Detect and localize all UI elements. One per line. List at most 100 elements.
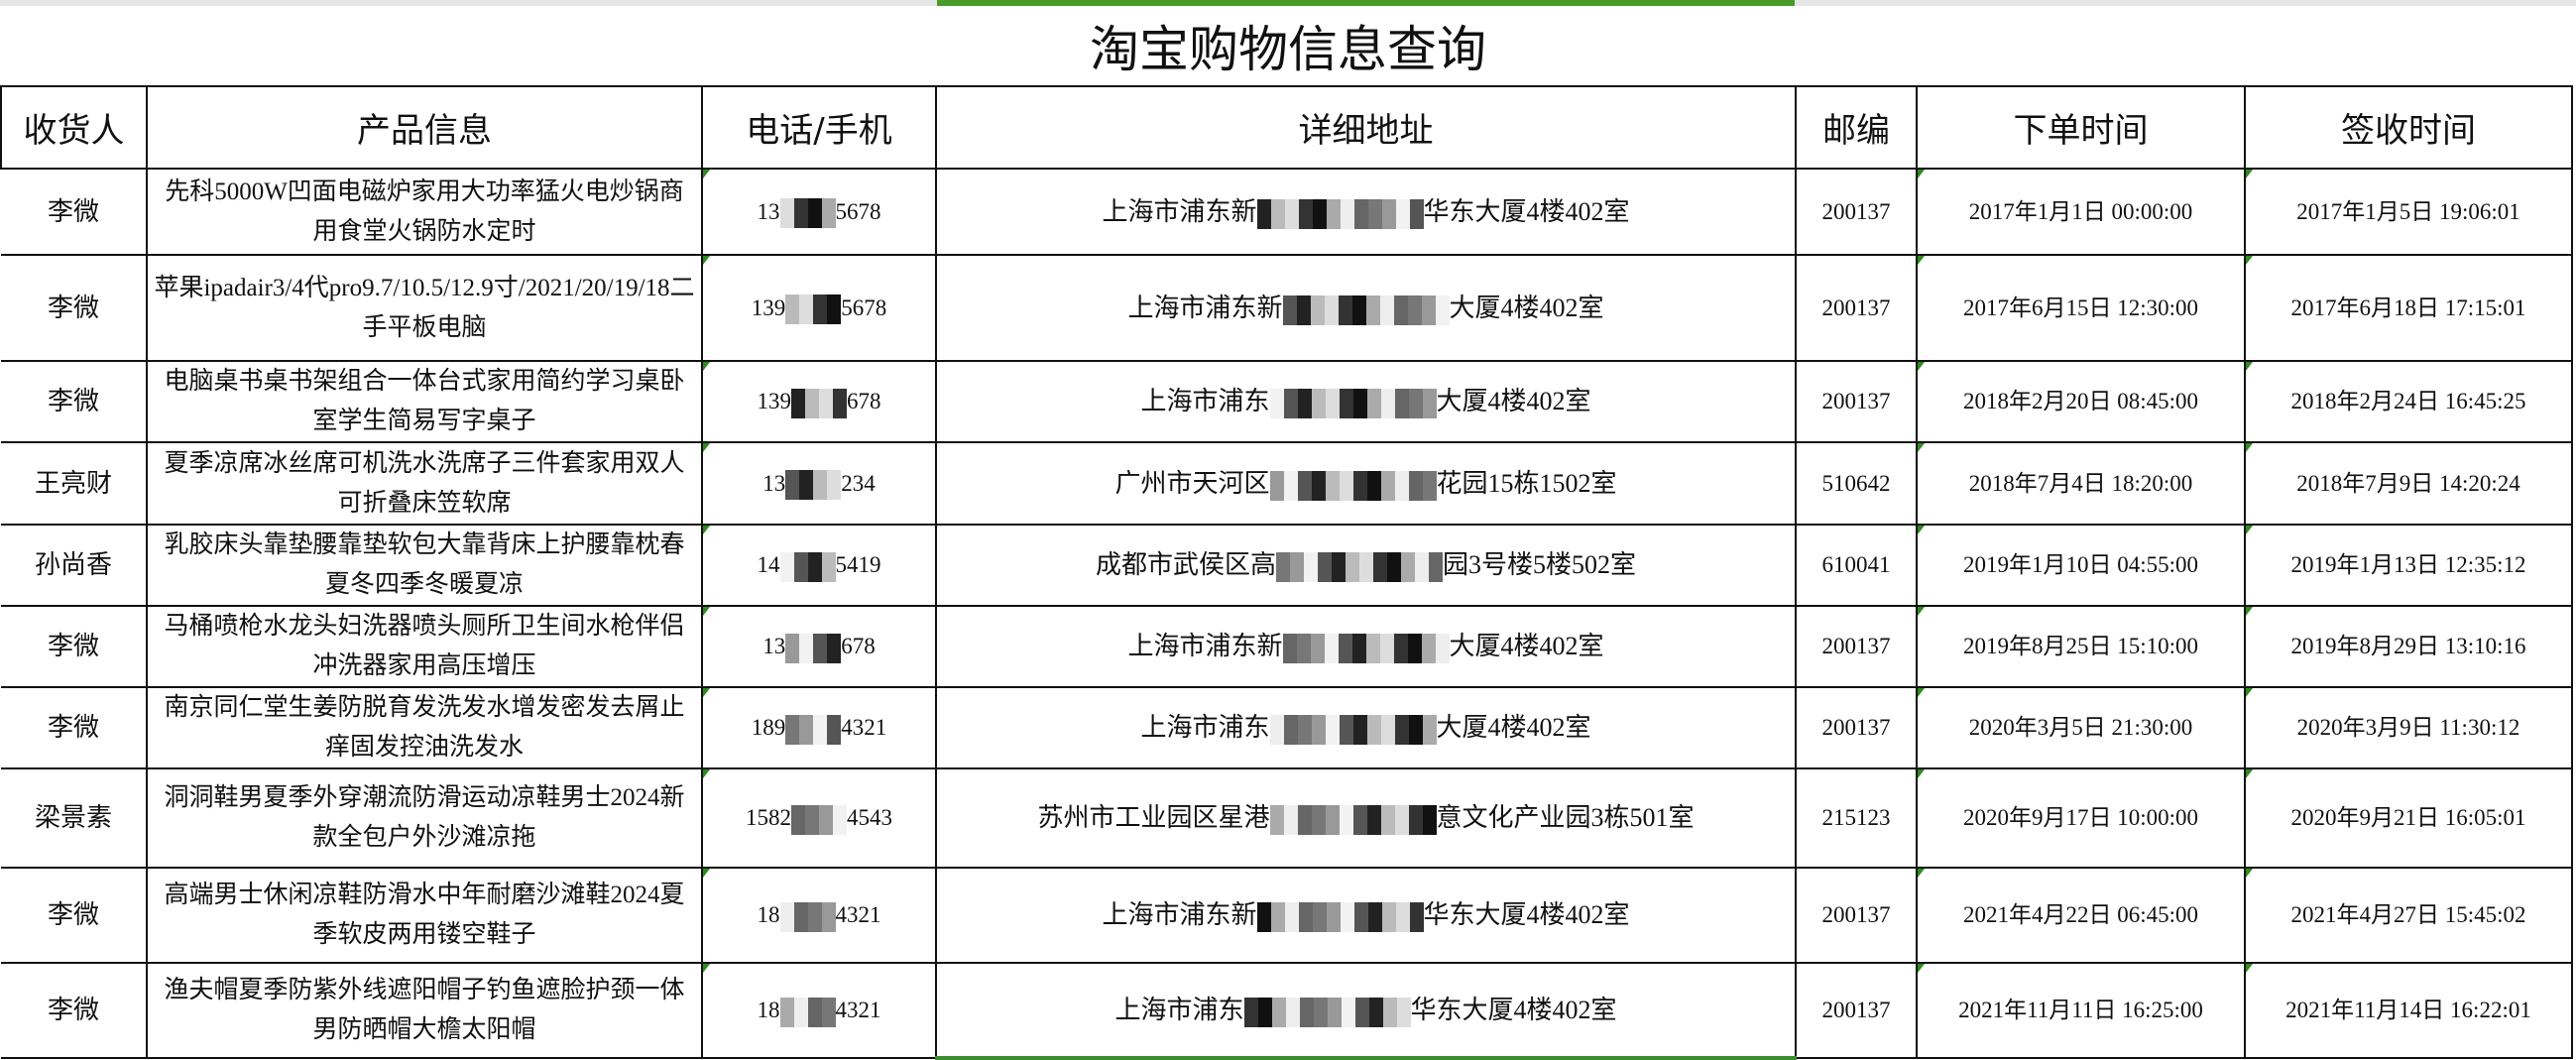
sign-time-cell[interactable]: 2021年4月27日 15:45:02 bbox=[2244, 867, 2573, 964]
product-cell[interactable]: 乳胶床头靠垫腰靠垫软包大靠背床上护腰靠枕春夏冬四季冬暖夏凉 bbox=[146, 524, 703, 607]
redaction-mosaic bbox=[785, 633, 842, 663]
product-cell[interactable]: 马桶喷枪水龙头妇洗器喷头厕所卫生间水枪伴侣冲洗器家用高压增压 bbox=[146, 605, 703, 688]
redaction-mosaic bbox=[779, 997, 836, 1027]
product-cell[interactable]: 洞洞鞋男夏季外穿潮流防滑运动凉鞋男士2024新款全包户外沙滩凉拖 bbox=[146, 767, 703, 869]
order-time-cell[interactable]: 2017年6月15日 12:30:00 bbox=[1916, 254, 2246, 362]
address-suffix: 大厦4楼402室 bbox=[1449, 293, 1604, 322]
phone-prefix: 1582 bbox=[746, 805, 791, 830]
address-prefix: 上海市浦东新 bbox=[1127, 293, 1283, 322]
phone-prefix: 139 bbox=[757, 389, 792, 413]
order-time-cell[interactable]: 2018年7月4日 18:20:00 bbox=[1916, 441, 2246, 526]
product-cell[interactable]: 高端男士休闲凉鞋防滑水中年耐磨沙滩鞋2024夏季软皮两用镂空鞋子 bbox=[146, 867, 703, 964]
sign-time-cell[interactable]: 2017年6月18日 17:15:01 bbox=[2244, 254, 2573, 362]
address-cell[interactable]: 上海市浦东 大厦4楼402室 bbox=[935, 360, 1797, 443]
address-prefix: 上海市浦东 bbox=[1140, 713, 1270, 742]
order-time-cell[interactable]: 2021年11月11日 16:25:00 bbox=[1916, 962, 2246, 1059]
product-cell[interactable]: 夏季凉席冰丝席可机洗水洗席子三件套家用双人可折叠床笠软席 bbox=[146, 441, 703, 526]
header-row: 收货人 产品信息 电话/手机 详细地址 邮编 下单时间 签收时间 bbox=[0, 85, 2573, 170]
sign-time-cell[interactable]: 2019年8月29日 13:10:16 bbox=[2244, 605, 2573, 688]
consignee-cell[interactable]: 李微 bbox=[1, 360, 148, 443]
phone-cell[interactable]: 139 5678 bbox=[701, 254, 937, 362]
address-prefix: 成都市武侯区高 bbox=[1095, 550, 1276, 579]
consignee-cell[interactable]: 李微 bbox=[1, 686, 148, 769]
phone-cell[interactable]: 13 234 bbox=[701, 441, 937, 526]
header-order-time[interactable]: 下单时间 bbox=[1916, 85, 2246, 170]
consignee-cell[interactable]: 梁景素 bbox=[1, 767, 148, 869]
address-prefix: 广州市天河区 bbox=[1114, 468, 1270, 498]
redaction-mosaic bbox=[1276, 552, 1443, 583]
zip-cell[interactable]: 200137 bbox=[1795, 168, 1918, 256]
header-zip[interactable]: 邮编 bbox=[1795, 85, 1918, 170]
sign-time-cell[interactable]: 2017年1月5日 19:06:01 bbox=[2244, 168, 2573, 256]
sign-time-cell[interactable]: 2018年7月9日 14:20:24 bbox=[2244, 441, 2573, 526]
header-sign-time[interactable]: 签收时间 bbox=[2244, 85, 2573, 170]
phone-cell[interactable]: 13 678 bbox=[701, 605, 937, 688]
product-cell[interactable]: 渔夫帽夏季防紫外线遮阳帽子钓鱼遮脸护颈一体男防晒帽大檐太阳帽 bbox=[146, 962, 703, 1059]
phone-cell[interactable]: 139 678 bbox=[701, 360, 937, 443]
redaction-mosaic bbox=[1243, 997, 1411, 1027]
order-time-cell[interactable]: 2019年8月25日 15:10:00 bbox=[1916, 605, 2246, 688]
header-phone[interactable]: 电话/手机 bbox=[701, 85, 937, 170]
phone-cell[interactable]: 189 4321 bbox=[701, 686, 937, 769]
address-suffix: 园3号楼5楼502室 bbox=[1443, 550, 1637, 579]
zip-cell[interactable]: 200137 bbox=[1795, 867, 1918, 964]
header-consignee[interactable]: 收货人 bbox=[0, 85, 148, 170]
address-cell[interactable]: 上海市浦东新 华东大厦4楼402室 bbox=[935, 168, 1797, 256]
address-cell[interactable]: 广州市天河区 花园15栋1502室 bbox=[935, 441, 1797, 526]
order-time-cell[interactable]: 2020年3月5日 21:30:00 bbox=[1916, 686, 2246, 769]
address-cell[interactable]: 上海市浦东新 大厦4楼402室 bbox=[935, 254, 1797, 362]
consignee-cell[interactable]: 王亮财 bbox=[1, 441, 148, 526]
phone-suffix: 678 bbox=[847, 389, 881, 413]
sign-time-cell[interactable]: 2020年3月9日 11:30:12 bbox=[2244, 686, 2573, 769]
consignee-cell[interactable]: 孙尚香 bbox=[1, 524, 148, 607]
sign-time-cell[interactable]: 2018年2月24日 16:45:25 bbox=[2244, 360, 2573, 443]
sign-time-cell[interactable]: 2020年9月21日 16:05:01 bbox=[2244, 767, 2573, 869]
header-address[interactable]: 详细地址 bbox=[935, 85, 1797, 170]
redaction-mosaic bbox=[1282, 634, 1450, 664]
order-time-cell[interactable]: 2018年2月20日 08:45:00 bbox=[1916, 360, 2246, 443]
address-cell[interactable]: 上海市浦东 华东大厦4楼402室 bbox=[935, 962, 1797, 1060]
phone-suffix: 5678 bbox=[841, 294, 887, 320]
phone-cell[interactable]: 18 4321 bbox=[701, 867, 937, 964]
sign-time-cell[interactable]: 2021年11月14日 16:22:01 bbox=[2244, 962, 2573, 1059]
phone-cell[interactable]: 18 4321 bbox=[701, 962, 937, 1059]
selected-column-indicator bbox=[937, 0, 1795, 6]
address-cell[interactable]: 成都市武侯区高 园3号楼5楼502室 bbox=[935, 524, 1797, 607]
header-product[interactable]: 产品信息 bbox=[146, 85, 703, 170]
zip-cell[interactable]: 200137 bbox=[1795, 686, 1918, 769]
consignee-cell[interactable]: 李微 bbox=[1, 254, 148, 362]
consignee-cell[interactable]: 李微 bbox=[1, 605, 148, 688]
redaction-mosaic bbox=[1282, 294, 1450, 325]
zip-cell[interactable]: 200137 bbox=[1795, 605, 1918, 688]
address-cell[interactable]: 苏州市工业园区星港 意文化产业园3栋501室 bbox=[935, 767, 1797, 869]
address-cell[interactable]: 上海市浦东新 华东大厦4楼402室 bbox=[935, 867, 1797, 964]
address-cell[interactable]: 上海市浦东 大厦4楼402室 bbox=[935, 686, 1797, 769]
order-time-cell[interactable]: 2017年1月1日 00:00:00 bbox=[1916, 168, 2246, 256]
sign-time-cell[interactable]: 2019年1月13日 12:35:12 bbox=[2244, 524, 2573, 607]
consignee-cell[interactable]: 李微 bbox=[1, 962, 148, 1059]
zip-cell[interactable]: 215123 bbox=[1795, 767, 1918, 869]
address-cell[interactable]: 上海市浦东新 大厦4楼402室 bbox=[935, 605, 1797, 688]
product-cell[interactable]: 南京同仁堂生姜防脱育发洗发水增发密发去屑止痒固发控油洗发水 bbox=[146, 686, 703, 769]
consignee-cell[interactable]: 李微 bbox=[1, 168, 148, 256]
zip-cell[interactable]: 200137 bbox=[1795, 254, 1918, 362]
product-cell[interactable]: 苹果ipadair3/4代pro9.7/10.5/12.9寸/2021/20/1… bbox=[146, 254, 703, 362]
phone-cell[interactable]: 1582 4543 bbox=[701, 767, 937, 869]
address-suffix: 意文化产业园3栋501室 bbox=[1436, 803, 1695, 832]
zip-cell[interactable]: 200137 bbox=[1795, 962, 1918, 1059]
order-time-cell[interactable]: 2019年1月10日 04:55:00 bbox=[1916, 524, 2246, 607]
order-time-cell[interactable]: 2020年9月17日 10:00:00 bbox=[1916, 767, 2246, 869]
orders-table: 收货人 产品信息 电话/手机 详细地址 邮编 下单时间 签收时间 李微 先科5000W凹面电磁… bbox=[0, 85, 2573, 1060]
address-prefix: 上海市浦东新 bbox=[1127, 632, 1283, 660]
consignee-cell[interactable]: 李微 bbox=[1, 867, 148, 964]
phone-cell[interactable]: 14 5419 bbox=[701, 524, 937, 607]
phone-prefix: 189 bbox=[751, 715, 786, 740]
zip-cell[interactable]: 510642 bbox=[1795, 441, 1918, 526]
zip-cell[interactable]: 200137 bbox=[1795, 360, 1918, 443]
zip-cell[interactable]: 610041 bbox=[1795, 524, 1918, 607]
order-time-cell[interactable]: 2021年4月22日 06:45:00 bbox=[1916, 867, 2246, 964]
table-row: 王亮财 夏季凉席冰丝席可机洗水洗席子三件套家用双人可折叠床笠软席 13 234 广州市天… bbox=[1, 441, 2573, 526]
phone-cell[interactable]: 13 5678 bbox=[701, 168, 937, 256]
product-cell[interactable]: 电脑桌书桌书架组合一体台式家用简约学习桌卧室学生简易写字桌子 bbox=[146, 360, 703, 443]
product-cell[interactable]: 先科5000W凹面电磁炉家用大功率猛火电炒锅商用食堂火锅防水定时 bbox=[146, 168, 703, 256]
